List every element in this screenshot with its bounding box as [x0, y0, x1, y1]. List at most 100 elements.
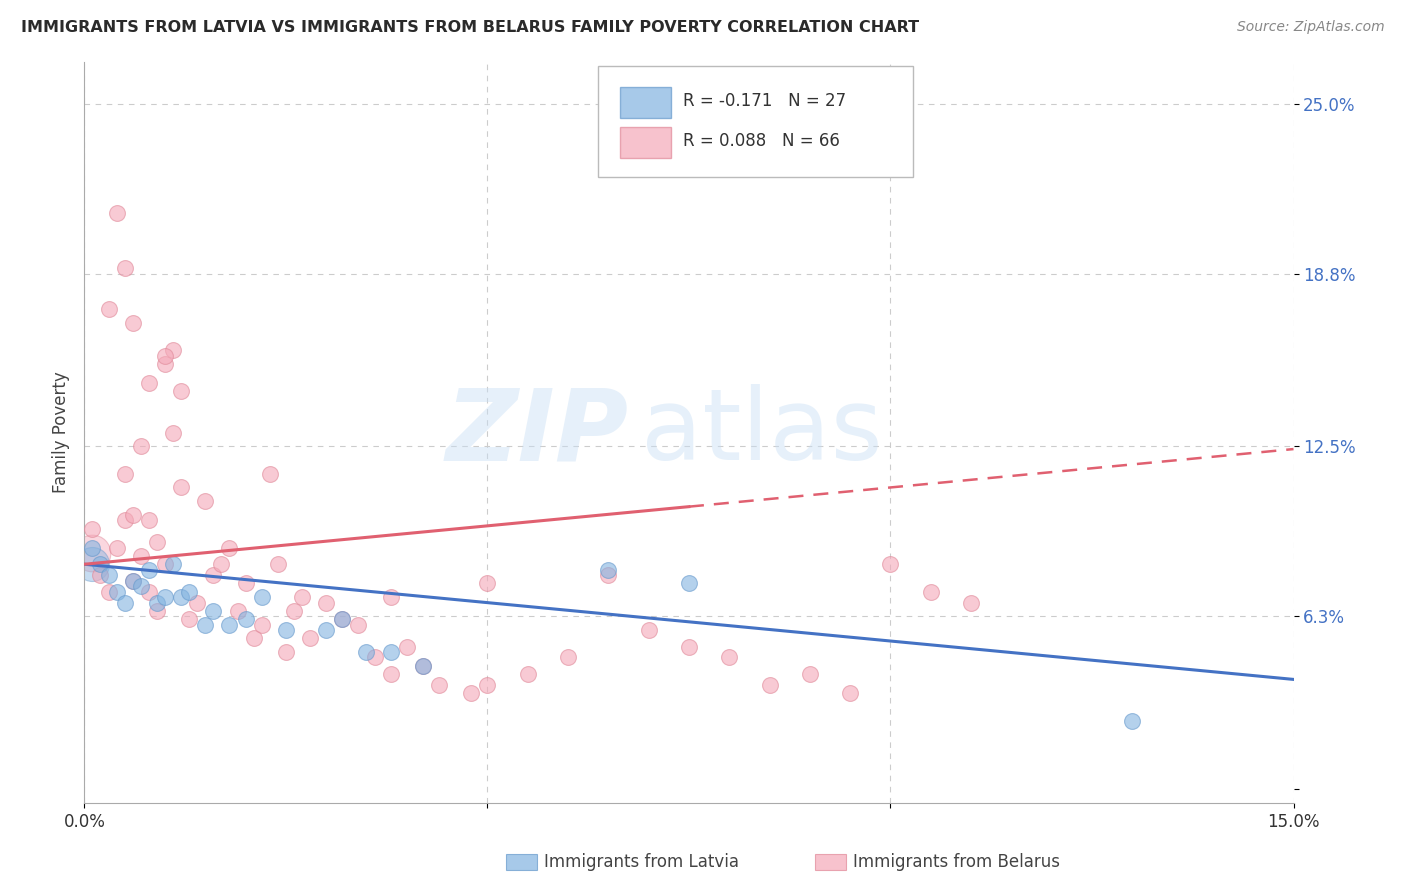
Point	[460, 686, 482, 700]
Text: Immigrants from Belarus: Immigrants from Belarus	[853, 853, 1060, 871]
Point	[598, 568, 620, 582]
Point	[758, 678, 780, 692]
Point	[114, 467, 136, 481]
Point	[114, 513, 136, 527]
Point	[162, 558, 184, 572]
Point	[170, 480, 193, 494]
Point	[138, 584, 160, 599]
Point	[226, 604, 249, 618]
Point	[274, 623, 297, 637]
Point	[718, 650, 741, 665]
Point	[129, 579, 152, 593]
Point	[153, 558, 176, 572]
Point	[477, 678, 499, 692]
Point	[274, 645, 297, 659]
Text: atlas: atlas	[641, 384, 882, 481]
Point	[678, 640, 700, 654]
Text: R = -0.171   N = 27: R = -0.171 N = 27	[683, 92, 846, 110]
Point	[138, 376, 160, 391]
Text: ZIP: ZIP	[446, 384, 628, 481]
Point	[186, 596, 208, 610]
Point	[202, 568, 225, 582]
Point	[427, 678, 450, 692]
Point	[114, 596, 136, 610]
Point	[82, 522, 104, 536]
Point	[146, 535, 169, 549]
Point	[315, 596, 337, 610]
Point	[330, 612, 353, 626]
Point	[89, 558, 111, 572]
Point	[121, 574, 143, 588]
Point	[598, 563, 620, 577]
Point	[557, 650, 579, 665]
Point	[242, 632, 264, 646]
Point	[218, 541, 240, 555]
FancyBboxPatch shape	[620, 127, 671, 158]
Point	[637, 623, 659, 637]
Text: R = 0.088   N = 66: R = 0.088 N = 66	[683, 132, 839, 150]
Point	[235, 612, 257, 626]
Text: IMMIGRANTS FROM LATVIA VS IMMIGRANTS FROM BELARUS FAMILY POVERTY CORRELATION CHA: IMMIGRANTS FROM LATVIA VS IMMIGRANTS FRO…	[21, 20, 920, 35]
Point	[218, 617, 240, 632]
Point	[259, 467, 281, 481]
Point	[153, 349, 176, 363]
Point	[97, 568, 120, 582]
Point	[250, 617, 273, 632]
Point	[114, 261, 136, 276]
Point	[179, 584, 201, 599]
Point	[129, 439, 152, 453]
Point	[380, 645, 402, 659]
Point	[179, 612, 201, 626]
Point	[356, 645, 378, 659]
Point	[839, 686, 862, 700]
Point	[138, 563, 160, 577]
Point	[879, 558, 901, 572]
Text: Source: ZipAtlas.com: Source: ZipAtlas.com	[1237, 20, 1385, 34]
Point	[146, 604, 169, 618]
Point	[380, 590, 402, 604]
Point	[82, 558, 104, 572]
Point	[170, 384, 193, 399]
Point	[97, 584, 120, 599]
Point	[105, 206, 128, 220]
Text: Immigrants from Latvia: Immigrants from Latvia	[544, 853, 740, 871]
Point	[347, 617, 370, 632]
FancyBboxPatch shape	[599, 66, 912, 178]
Point	[267, 558, 290, 572]
Point	[283, 604, 305, 618]
Point	[920, 584, 942, 599]
Point	[291, 590, 314, 604]
Point	[162, 425, 184, 440]
Point	[678, 576, 700, 591]
Point	[1121, 714, 1143, 728]
Point	[315, 623, 337, 637]
Point	[82, 541, 104, 555]
Point	[138, 513, 160, 527]
Point	[121, 574, 143, 588]
Point	[299, 632, 322, 646]
Point	[412, 658, 434, 673]
Point	[82, 546, 104, 560]
Point	[395, 640, 418, 654]
Point	[162, 343, 184, 358]
Point	[202, 604, 225, 618]
Point	[194, 494, 217, 508]
Point	[250, 590, 273, 604]
Y-axis label: Family Poverty: Family Poverty	[52, 372, 70, 493]
Point	[97, 302, 120, 317]
Point	[209, 558, 232, 572]
Point	[330, 612, 353, 626]
Point	[105, 541, 128, 555]
Point	[129, 549, 152, 563]
Point	[363, 650, 385, 665]
Point	[516, 667, 538, 681]
FancyBboxPatch shape	[620, 87, 671, 118]
Point	[235, 576, 257, 591]
Point	[477, 576, 499, 591]
Point	[170, 590, 193, 604]
Point	[146, 596, 169, 610]
Point	[153, 590, 176, 604]
Point	[105, 584, 128, 599]
Point	[799, 667, 821, 681]
Point	[89, 568, 111, 582]
